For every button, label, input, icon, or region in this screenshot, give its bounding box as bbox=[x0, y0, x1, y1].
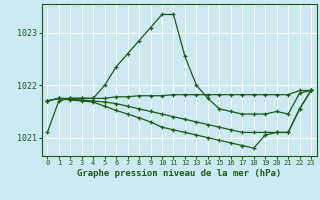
X-axis label: Graphe pression niveau de la mer (hPa): Graphe pression niveau de la mer (hPa) bbox=[77, 169, 281, 178]
